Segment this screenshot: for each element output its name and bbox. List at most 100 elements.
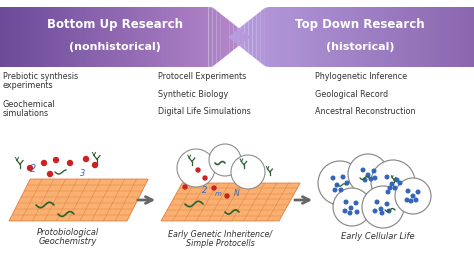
Polygon shape [343, 7, 347, 67]
Text: (nonhistorical): (nonhistorical) [69, 42, 161, 52]
Circle shape [225, 194, 229, 198]
Polygon shape [12, 7, 17, 67]
Polygon shape [179, 7, 183, 67]
Polygon shape [314, 7, 318, 67]
Polygon shape [466, 7, 470, 67]
Polygon shape [449, 7, 454, 67]
Polygon shape [445, 7, 449, 67]
Polygon shape [417, 7, 421, 67]
Circle shape [339, 188, 343, 192]
Polygon shape [142, 7, 146, 67]
Polygon shape [421, 7, 425, 67]
Polygon shape [121, 7, 125, 67]
Polygon shape [327, 7, 330, 67]
Circle shape [386, 190, 390, 194]
Polygon shape [221, 14, 225, 60]
Polygon shape [0, 7, 4, 67]
Circle shape [379, 207, 383, 211]
Circle shape [398, 181, 402, 185]
Text: Phylogenetic Inference: Phylogenetic Inference [315, 72, 407, 81]
Polygon shape [196, 7, 200, 67]
Polygon shape [54, 7, 58, 67]
Circle shape [42, 161, 46, 166]
Polygon shape [183, 7, 188, 67]
Polygon shape [175, 7, 179, 67]
Text: Ancestral Reconstruction: Ancestral Reconstruction [315, 107, 416, 116]
Polygon shape [384, 7, 388, 67]
Circle shape [67, 161, 73, 166]
Polygon shape [228, 34, 232, 40]
Polygon shape [150, 7, 154, 67]
Circle shape [341, 175, 345, 179]
Polygon shape [75, 7, 79, 67]
Polygon shape [229, 21, 233, 54]
Polygon shape [237, 27, 242, 47]
Polygon shape [318, 7, 322, 67]
Text: Geochemistry: Geochemistry [39, 237, 97, 246]
Polygon shape [285, 7, 290, 67]
Polygon shape [367, 7, 372, 67]
Circle shape [416, 190, 420, 194]
Polygon shape [88, 7, 91, 67]
Polygon shape [200, 7, 204, 67]
Circle shape [348, 154, 388, 194]
Polygon shape [454, 7, 457, 67]
Polygon shape [225, 17, 229, 57]
Polygon shape [380, 7, 384, 67]
Polygon shape [137, 7, 142, 67]
Polygon shape [273, 7, 277, 67]
Circle shape [395, 178, 399, 182]
Polygon shape [71, 7, 75, 67]
Circle shape [361, 168, 365, 172]
Text: Geochemical: Geochemical [3, 100, 56, 109]
Polygon shape [433, 7, 437, 67]
Circle shape [414, 198, 418, 202]
Circle shape [54, 157, 58, 162]
Polygon shape [351, 7, 355, 67]
Text: Geological Record: Geological Record [315, 90, 388, 99]
Text: Prebiotic synthesis: Prebiotic synthesis [3, 72, 78, 81]
Circle shape [372, 169, 376, 173]
Polygon shape [67, 7, 71, 67]
Text: (historical): (historical) [326, 42, 394, 52]
Polygon shape [79, 7, 83, 67]
Circle shape [385, 202, 389, 206]
Text: Top Down Research: Top Down Research [295, 18, 425, 31]
Polygon shape [33, 7, 37, 67]
Circle shape [371, 160, 415, 204]
Polygon shape [217, 11, 221, 63]
Circle shape [203, 176, 207, 180]
Polygon shape [246, 34, 250, 40]
Polygon shape [9, 179, 148, 221]
Circle shape [318, 161, 362, 205]
Circle shape [363, 178, 367, 182]
Circle shape [406, 189, 410, 193]
Polygon shape [63, 7, 67, 67]
Polygon shape [339, 7, 343, 67]
Polygon shape [277, 7, 281, 67]
Text: Early Cellular Life: Early Cellular Life [341, 232, 415, 241]
Polygon shape [409, 7, 412, 67]
Text: N: N [234, 189, 240, 198]
Polygon shape [29, 7, 33, 67]
Polygon shape [330, 7, 335, 67]
Circle shape [388, 186, 392, 190]
Polygon shape [158, 7, 163, 67]
Polygon shape [248, 17, 253, 56]
Polygon shape [191, 7, 196, 67]
Circle shape [231, 155, 265, 189]
Circle shape [380, 211, 384, 215]
Polygon shape [42, 7, 46, 67]
Polygon shape [310, 7, 314, 67]
Circle shape [47, 171, 53, 176]
Polygon shape [388, 7, 392, 67]
Text: m: m [215, 191, 222, 197]
Polygon shape [50, 7, 54, 67]
Polygon shape [322, 7, 327, 67]
Circle shape [354, 201, 358, 205]
Circle shape [366, 173, 370, 177]
Polygon shape [265, 7, 269, 67]
Polygon shape [335, 7, 339, 67]
Circle shape [387, 209, 391, 213]
Polygon shape [355, 7, 359, 67]
